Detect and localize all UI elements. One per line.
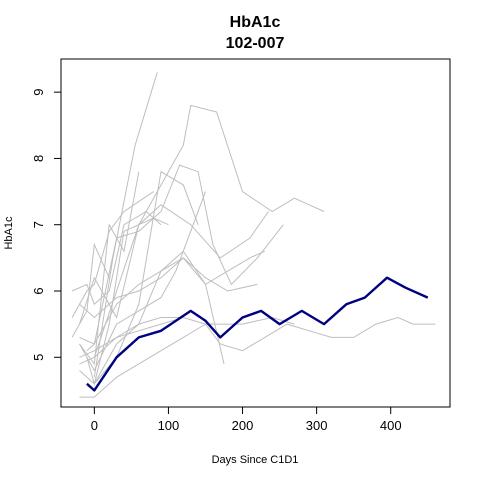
background-series-line-17 <box>86 217 169 386</box>
y-axis: 5 6 7 8 9 <box>31 89 62 361</box>
y-tick-label-9: 9 <box>31 89 46 96</box>
x-tick-label-400: 400 <box>380 418 402 433</box>
chart-subtitle: 102-007 <box>226 35 285 52</box>
background-series-line-2 <box>93 104 325 358</box>
background-series-line-6 <box>71 242 110 338</box>
background-series-line-11 <box>79 250 266 319</box>
background-series-line-12 <box>79 317 184 358</box>
background-series-line-14 <box>79 316 436 398</box>
x-tick-label-100: 100 <box>158 418 180 433</box>
y-tick-label-8: 8 <box>31 155 46 162</box>
background-series-line-5 <box>86 164 284 352</box>
background-series-line-3 <box>79 204 269 325</box>
x-tick-label-200: 200 <box>232 418 254 433</box>
y-tick-label-5: 5 <box>31 354 46 361</box>
background-series-line-16 <box>79 171 140 366</box>
background-series-line-10 <box>79 257 258 345</box>
x-axis: 0 100 200 300 400 <box>91 406 402 433</box>
y-tick-label-6: 6 <box>31 287 46 294</box>
background-series-line-13 <box>79 316 295 365</box>
background-series-line-1 <box>93 72 158 378</box>
series-layer <box>71 72 436 398</box>
y-axis-label: HbA1c <box>3 216 15 250</box>
chart-title: HbA1c <box>230 14 281 31</box>
background-series-line-7 <box>79 191 206 372</box>
background-series-line-9 <box>71 191 154 318</box>
y-tick-label-7: 7 <box>31 221 46 228</box>
background-series-line-8 <box>79 250 225 385</box>
x-tick-label-300: 300 <box>306 418 328 433</box>
x-tick-label-0: 0 <box>91 418 98 433</box>
background-series-line-15 <box>71 210 162 306</box>
x-axis-label: Days Since C1D1 <box>212 454 299 466</box>
highlight-series-line <box>86 276 429 392</box>
